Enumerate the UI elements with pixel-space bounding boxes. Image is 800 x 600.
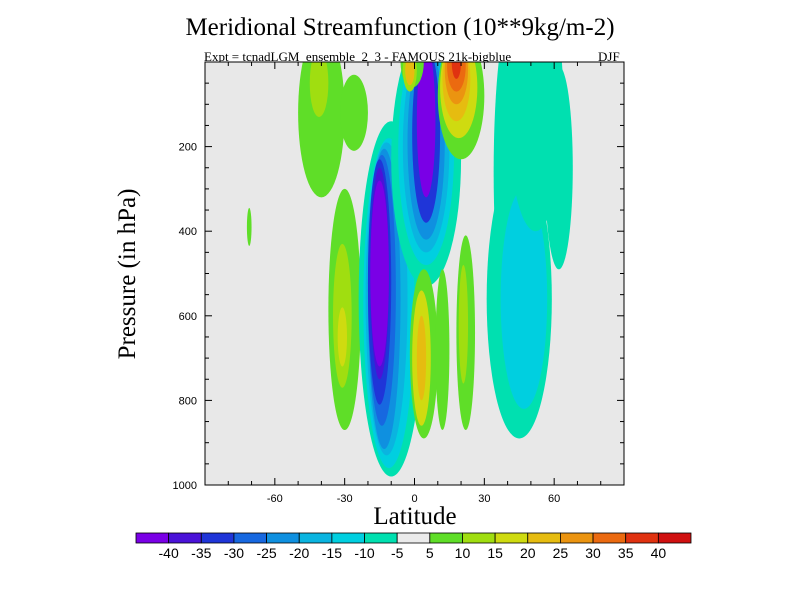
colorbar-swatch [396, 532, 431, 544]
colorbar-label: -10 [354, 545, 374, 561]
x-tick-label: -30 [337, 493, 353, 505]
axes: -60 -30 0 30 60 200 400 600 800 1000 [173, 62, 624, 505]
contour-region-p20-27 [416, 315, 427, 401]
colorbar-label: -30 [224, 545, 244, 561]
colorbar-swatch [657, 532, 692, 544]
contour-region-n5-41 [544, 66, 573, 270]
y-tick-label: 800 [179, 395, 197, 407]
chart-title: Meridional Streamfunction (10**9kg/m-2) [185, 14, 615, 41]
y-tick-label: 400 [179, 226, 197, 238]
colorbar-swatch [331, 532, 365, 544]
y-tick-label: 600 [179, 311, 197, 323]
colorbar-swatch [298, 532, 333, 544]
contour-field [246, 62, 573, 477]
colorbar-label: -20 [289, 545, 309, 561]
colorbar-label: 30 [585, 545, 601, 561]
colorbar-label: 15 [487, 545, 503, 561]
contour-region-p5-3 [246, 207, 252, 247]
contour-region-p5-28 [435, 269, 450, 431]
y-tick-label: 200 [179, 142, 197, 154]
contour-region-p5-0 [298, 62, 345, 198]
contour-region-n40-15 [370, 180, 389, 367]
y-tick-label: 1000 [173, 480, 197, 492]
colorbar-swatch [560, 532, 594, 544]
colorbar-label: 20 [520, 545, 536, 561]
colorbar-label: 10 [455, 545, 471, 561]
colorbar-swatch [168, 532, 202, 544]
contour-region-p20-24 [405, 62, 415, 86]
colorbar-label: -35 [191, 545, 211, 561]
colorbar-label: 35 [618, 545, 634, 561]
colorbar-label: 40 [651, 545, 667, 561]
colorbar-swatch [625, 532, 659, 544]
contour-region-p35-34 [451, 62, 462, 79]
colorbar-label: -5 [391, 545, 404, 561]
colorbar-swatch [592, 532, 627, 544]
colorbar-swatch [462, 532, 496, 544]
x-tick-label: -60 [267, 493, 283, 505]
colorbar-swatch [266, 532, 300, 544]
contour-region-p10-36 [458, 265, 469, 384]
colorbar-swatch [494, 532, 529, 544]
x-tick-label: 30 [478, 493, 490, 505]
colorbar-label: 25 [553, 545, 569, 561]
contour-region-p15-7 [337, 307, 347, 367]
chart-subtitle: Expt = tcnadLGM_ensemble_2_3 - FAMOUS 21… [204, 49, 512, 64]
colorbar-swatch [200, 532, 235, 544]
contour-region-n40-21 [416, 62, 436, 198]
x-axis-label: Latitude [373, 503, 457, 530]
colorbar-label: 5 [426, 545, 434, 561]
colorbar-swatch [233, 532, 267, 544]
colorbar-label: -40 [159, 545, 179, 561]
colorbar-swatch [135, 532, 170, 544]
colorbar-swatch [429, 532, 463, 544]
contour-region-p5-1 [340, 74, 368, 151]
x-tick-label: 60 [548, 493, 560, 505]
colorbar-label: -25 [256, 545, 276, 561]
contour-region-p10-2 [309, 62, 329, 117]
season-label: DJF [598, 49, 620, 64]
x-tick-label: 0 [411, 493, 417, 505]
colorbar-swatch [364, 532, 398, 544]
colorbar-label: -15 [322, 545, 342, 561]
colorbar: -40 -35 -30 -25 -20 -15 -10 -5 5 10 15 20 25 30 35 40 [135, 532, 692, 561]
colorbar-swatch [527, 532, 561, 544]
contour-region-n10-39 [500, 188, 548, 409]
